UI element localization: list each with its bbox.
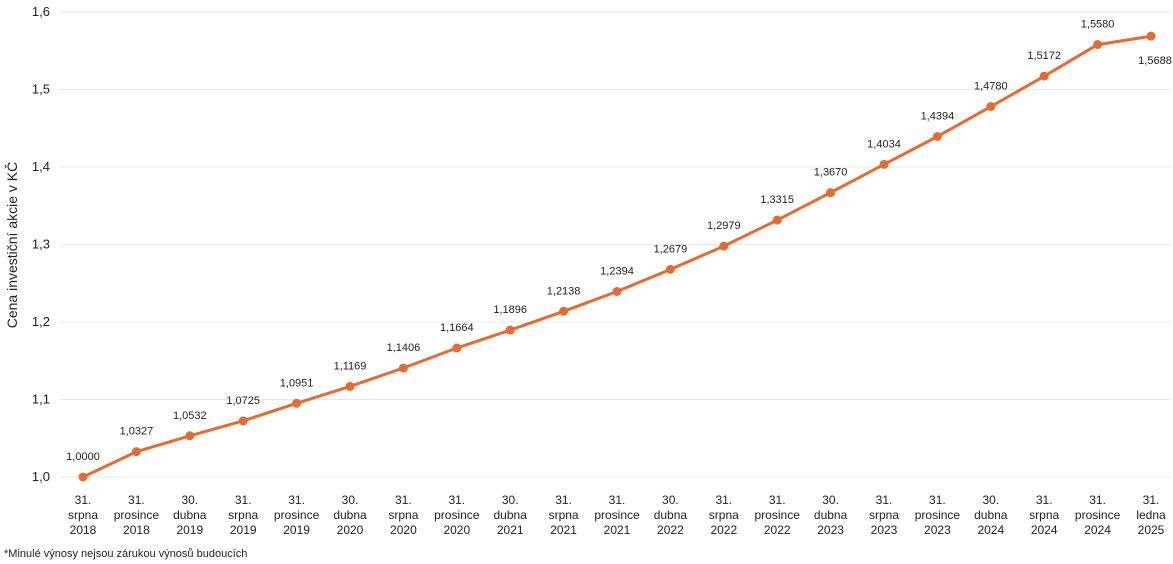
data-label: 1,5688	[1138, 55, 1172, 67]
x-tick-label: 31. srpna 2020	[388, 493, 418, 537]
data-point	[719, 241, 729, 251]
x-tick-label: 31. prosince 2021	[594, 493, 640, 537]
data-point	[505, 325, 515, 335]
x-tick-label: 31. prosince 2018	[114, 493, 160, 537]
y-axis: 1,0 1,1 1,2 1,3 1,4 1,5 1,6	[32, 4, 50, 484]
data-point	[398, 363, 408, 373]
data-point	[185, 431, 195, 441]
gridlines	[60, 11, 1170, 478]
data-point	[1146, 31, 1156, 41]
x-tick-label: 31. prosince 2023	[915, 493, 961, 537]
data-point	[131, 447, 141, 457]
data-label: 1,1406	[387, 342, 421, 354]
x-tick-label: 31. srpna 2021	[549, 493, 579, 537]
data-label: 1,5580	[1081, 19, 1115, 31]
data-label: 1,0725	[226, 395, 260, 407]
x-tick-label: 30. dubna 2024	[974, 493, 1008, 537]
data-point	[932, 131, 942, 141]
y-tick-label: 1,4	[32, 159, 50, 174]
data-label: 1,3315	[760, 194, 794, 206]
x-tick-label: 30. dubna 2020	[333, 493, 367, 537]
series-points	[78, 31, 1156, 482]
data-point	[238, 416, 248, 426]
data-label: 1,1169	[334, 360, 367, 372]
x-tick-label: 31. srpna 2023	[869, 493, 899, 537]
data-point	[612, 286, 622, 296]
data-label: 1,5172	[1027, 50, 1061, 62]
y-tick-label: 1,5	[32, 82, 50, 97]
data-point	[345, 381, 355, 391]
x-tick-label: 31. prosince 2020	[434, 493, 480, 537]
x-axis: 31. srpna 2018 31. prosince 2018 30. dubna 2019 3…	[68, 493, 1166, 537]
data-label: 1,2679	[654, 243, 688, 255]
x-tick-label: 31. prosince 2024	[1075, 493, 1121, 537]
data-point	[1039, 71, 1049, 81]
data-point	[78, 472, 88, 482]
data-label: 1,0951	[280, 377, 314, 389]
data-point	[826, 188, 836, 198]
data-label: 1,0000	[66, 451, 100, 463]
y-tick-label: 1,2	[32, 314, 50, 329]
data-label: 1,0532	[173, 410, 207, 422]
data-label: 1,0327	[120, 426, 154, 438]
data-label: 1,4780	[974, 81, 1008, 93]
data-point	[292, 398, 302, 408]
x-tick-label: 31. srpna 2018	[68, 493, 98, 537]
x-tick-label: 30. dubna 2022	[654, 493, 688, 537]
y-tick-label: 1,1	[32, 392, 50, 407]
x-tick-label: 31. prosince 2022	[755, 493, 801, 537]
data-label: 1,1896	[493, 304, 527, 316]
y-tick-label: 1,0	[32, 469, 50, 484]
y-tick-label: 1,6	[32, 4, 50, 19]
data-point	[1093, 40, 1103, 50]
data-point	[986, 102, 996, 112]
data-label: 1,2394	[600, 265, 634, 277]
y-axis-label: Cena investiční akcie v KČ	[4, 162, 20, 329]
data-label: 1,4394	[921, 110, 955, 122]
x-tick-label: 31. prosince 2019	[274, 493, 320, 537]
data-labels: 1,0000 1,0327 1,0532 1,0725 1,0951 1,1169 1,14…	[66, 19, 1172, 463]
data-label: 1,4034	[867, 138, 901, 150]
x-tick-label: 31. srpna 2019	[228, 493, 258, 537]
footnote: *Minulé výnosy nejsou zárukou výnosů bud…	[4, 548, 248, 560]
data-point	[452, 343, 462, 353]
x-tick-label: 30. dubna 2019	[173, 493, 207, 537]
data-point	[559, 306, 569, 316]
data-point	[772, 215, 782, 225]
y-tick-label: 1,3	[32, 237, 50, 252]
x-tick-label: 30. dubna 2021	[494, 493, 528, 537]
data-label: 1,2979	[707, 220, 741, 232]
x-tick-label: 31. ledna 2025	[1136, 493, 1166, 537]
data-label: 1,2138	[547, 285, 581, 297]
x-tick-label: 30. dubna 2023	[814, 493, 848, 537]
x-tick-label: 31. srpna 2024	[1029, 493, 1059, 537]
data-label: 1,3670	[814, 167, 848, 179]
data-point	[879, 159, 889, 169]
data-point	[665, 264, 675, 274]
x-tick-label: 31. srpna 2022	[709, 493, 739, 537]
data-label: 1,1664	[440, 322, 474, 334]
